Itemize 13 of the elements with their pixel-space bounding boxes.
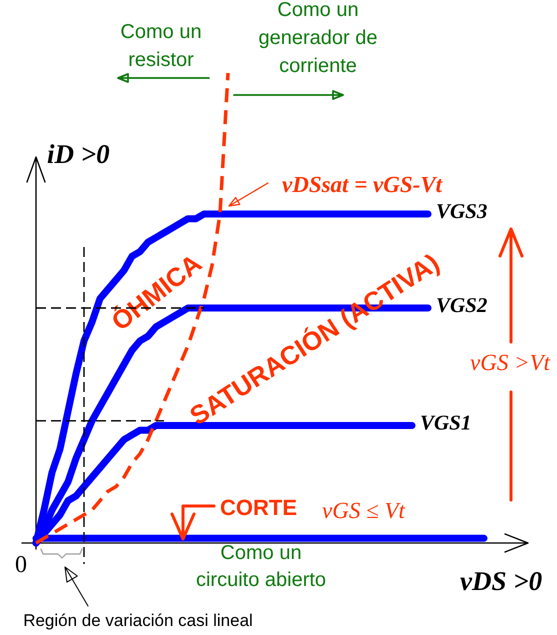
series-label: VGS1	[420, 410, 472, 434]
text: 0	[15, 552, 27, 578]
annotation: vGS >Vt	[470, 350, 551, 375]
annotation: vGS ≤ Vt	[322, 498, 406, 523]
annotation: CORTE	[220, 495, 297, 520]
series-label: VGS3	[436, 199, 488, 223]
text: Región de variación casi lineal	[23, 611, 253, 630]
text: Como un resistor	[120, 21, 202, 71]
annotation: vDSsat = vGS-Vt	[282, 172, 443, 197]
y-axis-title: iD >0	[47, 139, 110, 169]
x-axis-title: vDS >0	[460, 566, 543, 596]
annotation: Como un circuito abierto	[196, 542, 326, 591]
annotation: Como un generador de corriente	[258, 0, 378, 77]
